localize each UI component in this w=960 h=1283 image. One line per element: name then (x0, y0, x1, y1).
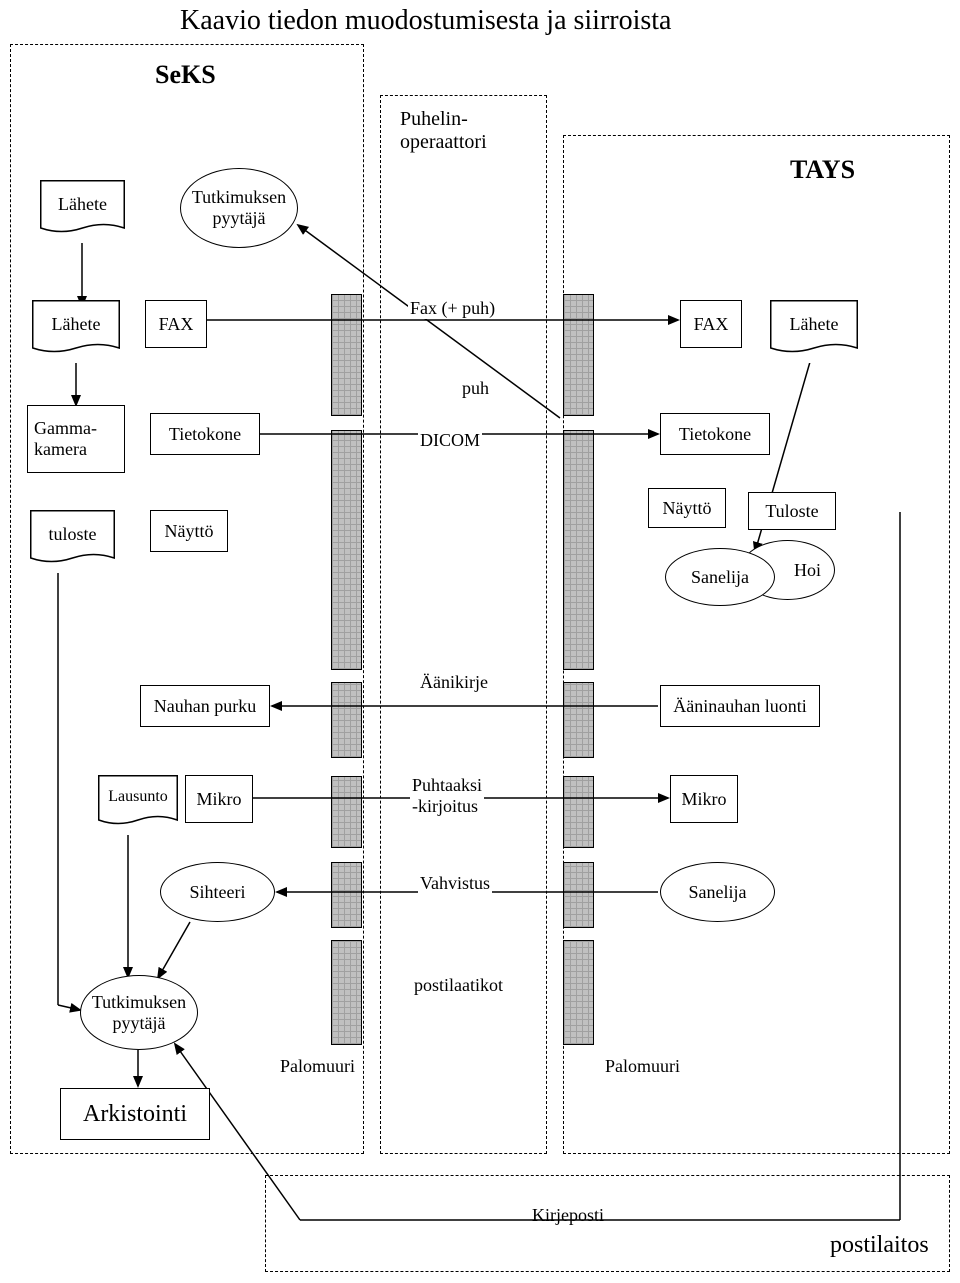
edge-label-puhtaaksi: Puhtaaksi-kirjoitus (410, 775, 484, 817)
node-tietokone_r: Tietokone (660, 413, 770, 455)
arrow-sihteeri-to-tutk2 (158, 922, 190, 978)
node-arkistointi: Arkistointi (60, 1088, 210, 1140)
node-sihteeri: Sihteeri (160, 862, 275, 922)
edge-label-fax_puh: Fax (+ puh) (408, 298, 497, 319)
edge-label-aanikirje: Äänikirje (418, 672, 490, 693)
node-tutk_pyytaja_1: Tutkimuksenpyytäjä (180, 168, 298, 248)
node-lahete_doc_3-label: Lähete (770, 314, 858, 335)
edge-label-dicom: DICOM (418, 430, 482, 451)
node-naytto_r: Näyttö (648, 488, 726, 528)
node-tietokone_l: Tietokone (150, 413, 260, 455)
node-tuloste_doc-label: tuloste (30, 524, 115, 545)
node-tutk_pyytaja_2: Tutkimuksenpyytäjä (80, 975, 198, 1050)
node-sanelija_2: Sanelija (660, 862, 775, 922)
arrow-puh-to-pyytaja1 (298, 225, 560, 418)
edge-label-vahvistus: Vahvistus (418, 873, 492, 894)
edge-label-postilaatikot: postilaatikot (412, 975, 505, 996)
node-gamma: Gamma-kamera (27, 405, 125, 473)
node-lahete_doc_1-label: Lähete (40, 194, 125, 215)
node-fax_left: FAX (145, 300, 207, 348)
node-sanelija_1: Sanelija (665, 548, 775, 606)
node-nauhan_purku: Nauhan purku (140, 685, 270, 727)
arrow-tuloste-to-tutk2-b (58, 1005, 80, 1010)
edge-label-puh: puh (460, 378, 491, 399)
edge-label-kirjeposti: Kirjeposti (530, 1205, 606, 1226)
node-fax_right: FAX (680, 300, 742, 348)
node-mikro_r: Mikro (670, 775, 738, 823)
node-naytto_l: Näyttö (150, 510, 228, 552)
node-tuloste_r: Tuloste (748, 492, 836, 530)
node-lausunto_doc-label: Lausunto (98, 788, 178, 806)
node-aaninauha: Ääninauhan luonti (660, 685, 820, 727)
node-mikro_l: Mikro (185, 775, 253, 823)
node-lahete_doc_2-label: Lähete (32, 314, 120, 335)
